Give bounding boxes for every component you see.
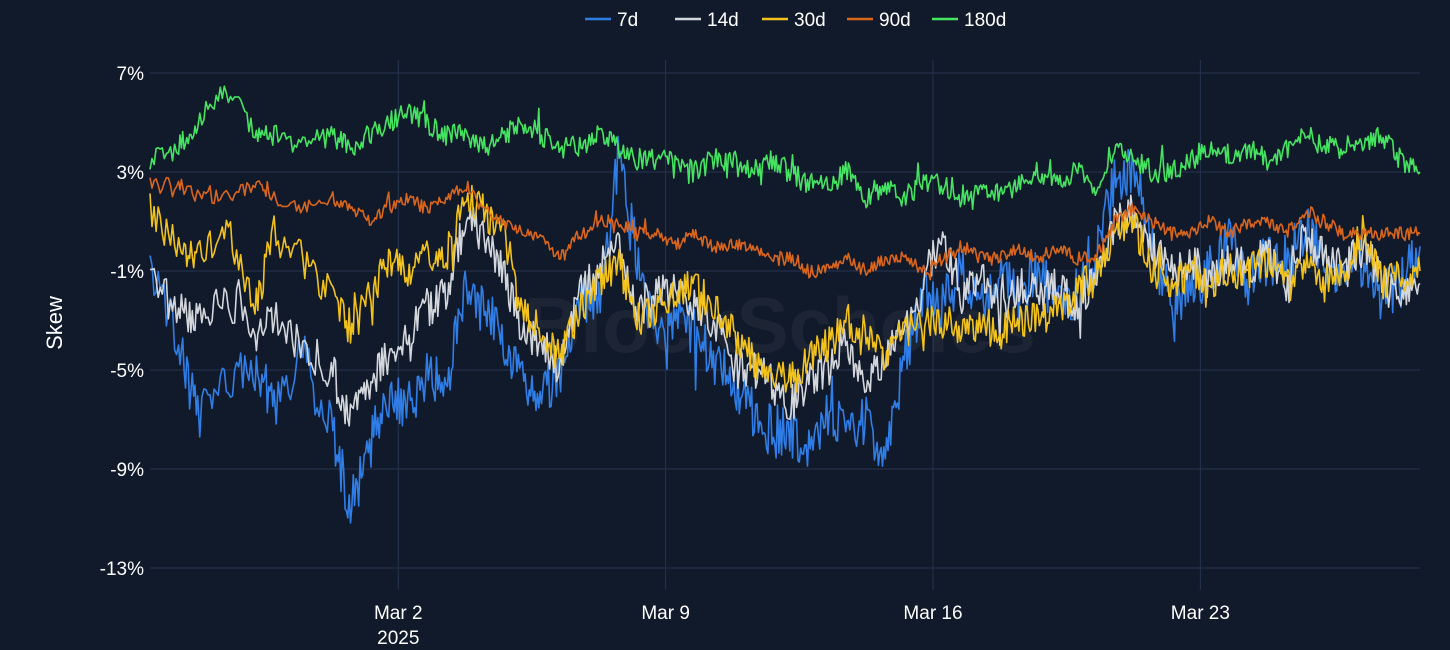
- x-tick-label: Mar 23: [1171, 603, 1230, 624]
- y-tick-label: -1%: [110, 262, 144, 283]
- y-tick-label: 7%: [117, 64, 145, 85]
- y-tick-label: 3%: [117, 163, 145, 184]
- legend-label: 30d: [794, 10, 826, 31]
- y-tick-label: -13%: [100, 559, 144, 580]
- watermark: BlockScholes: [524, 281, 1036, 369]
- legend-label: 7d: [617, 10, 638, 31]
- gridlines: [150, 60, 1420, 590]
- y-axis: 7% 3% -1% -5% -9% -13%: [100, 64, 144, 580]
- x-tick-label: Mar 9: [641, 603, 690, 624]
- y-tick-label: -5%: [110, 361, 144, 382]
- legend-label: 180d: [964, 10, 1006, 31]
- legend-item-90d[interactable]: 90d: [847, 10, 911, 31]
- legend-item-180d[interactable]: 180d: [932, 10, 1006, 31]
- series-line-90d: [149, 176, 1421, 281]
- y-axis-title: Skew: [42, 296, 67, 350]
- x-tick-label: Mar 2: [374, 603, 423, 624]
- series-lines: [149, 85, 1421, 524]
- x-tick-label: Mar 16: [903, 603, 962, 624]
- y-tick-label: -9%: [110, 460, 144, 481]
- series-line-30d: [149, 184, 1421, 393]
- legend-label: 90d: [879, 10, 911, 31]
- series-line-180d: [149, 85, 1421, 211]
- legend-item-14d[interactable]: 14d: [675, 10, 739, 31]
- legend-item-7d[interactable]: 7d: [585, 10, 638, 31]
- x-tick-year-label: 2025: [377, 628, 419, 649]
- legend-item-30d[interactable]: 30d: [762, 10, 826, 31]
- legend-label: 14d: [707, 10, 739, 31]
- legend[interactable]: 7d 14d 30d 90d 180d: [585, 10, 1006, 31]
- x-axis: Mar 2 2025 Mar 9 Mar 16 Mar 23: [374, 603, 1230, 649]
